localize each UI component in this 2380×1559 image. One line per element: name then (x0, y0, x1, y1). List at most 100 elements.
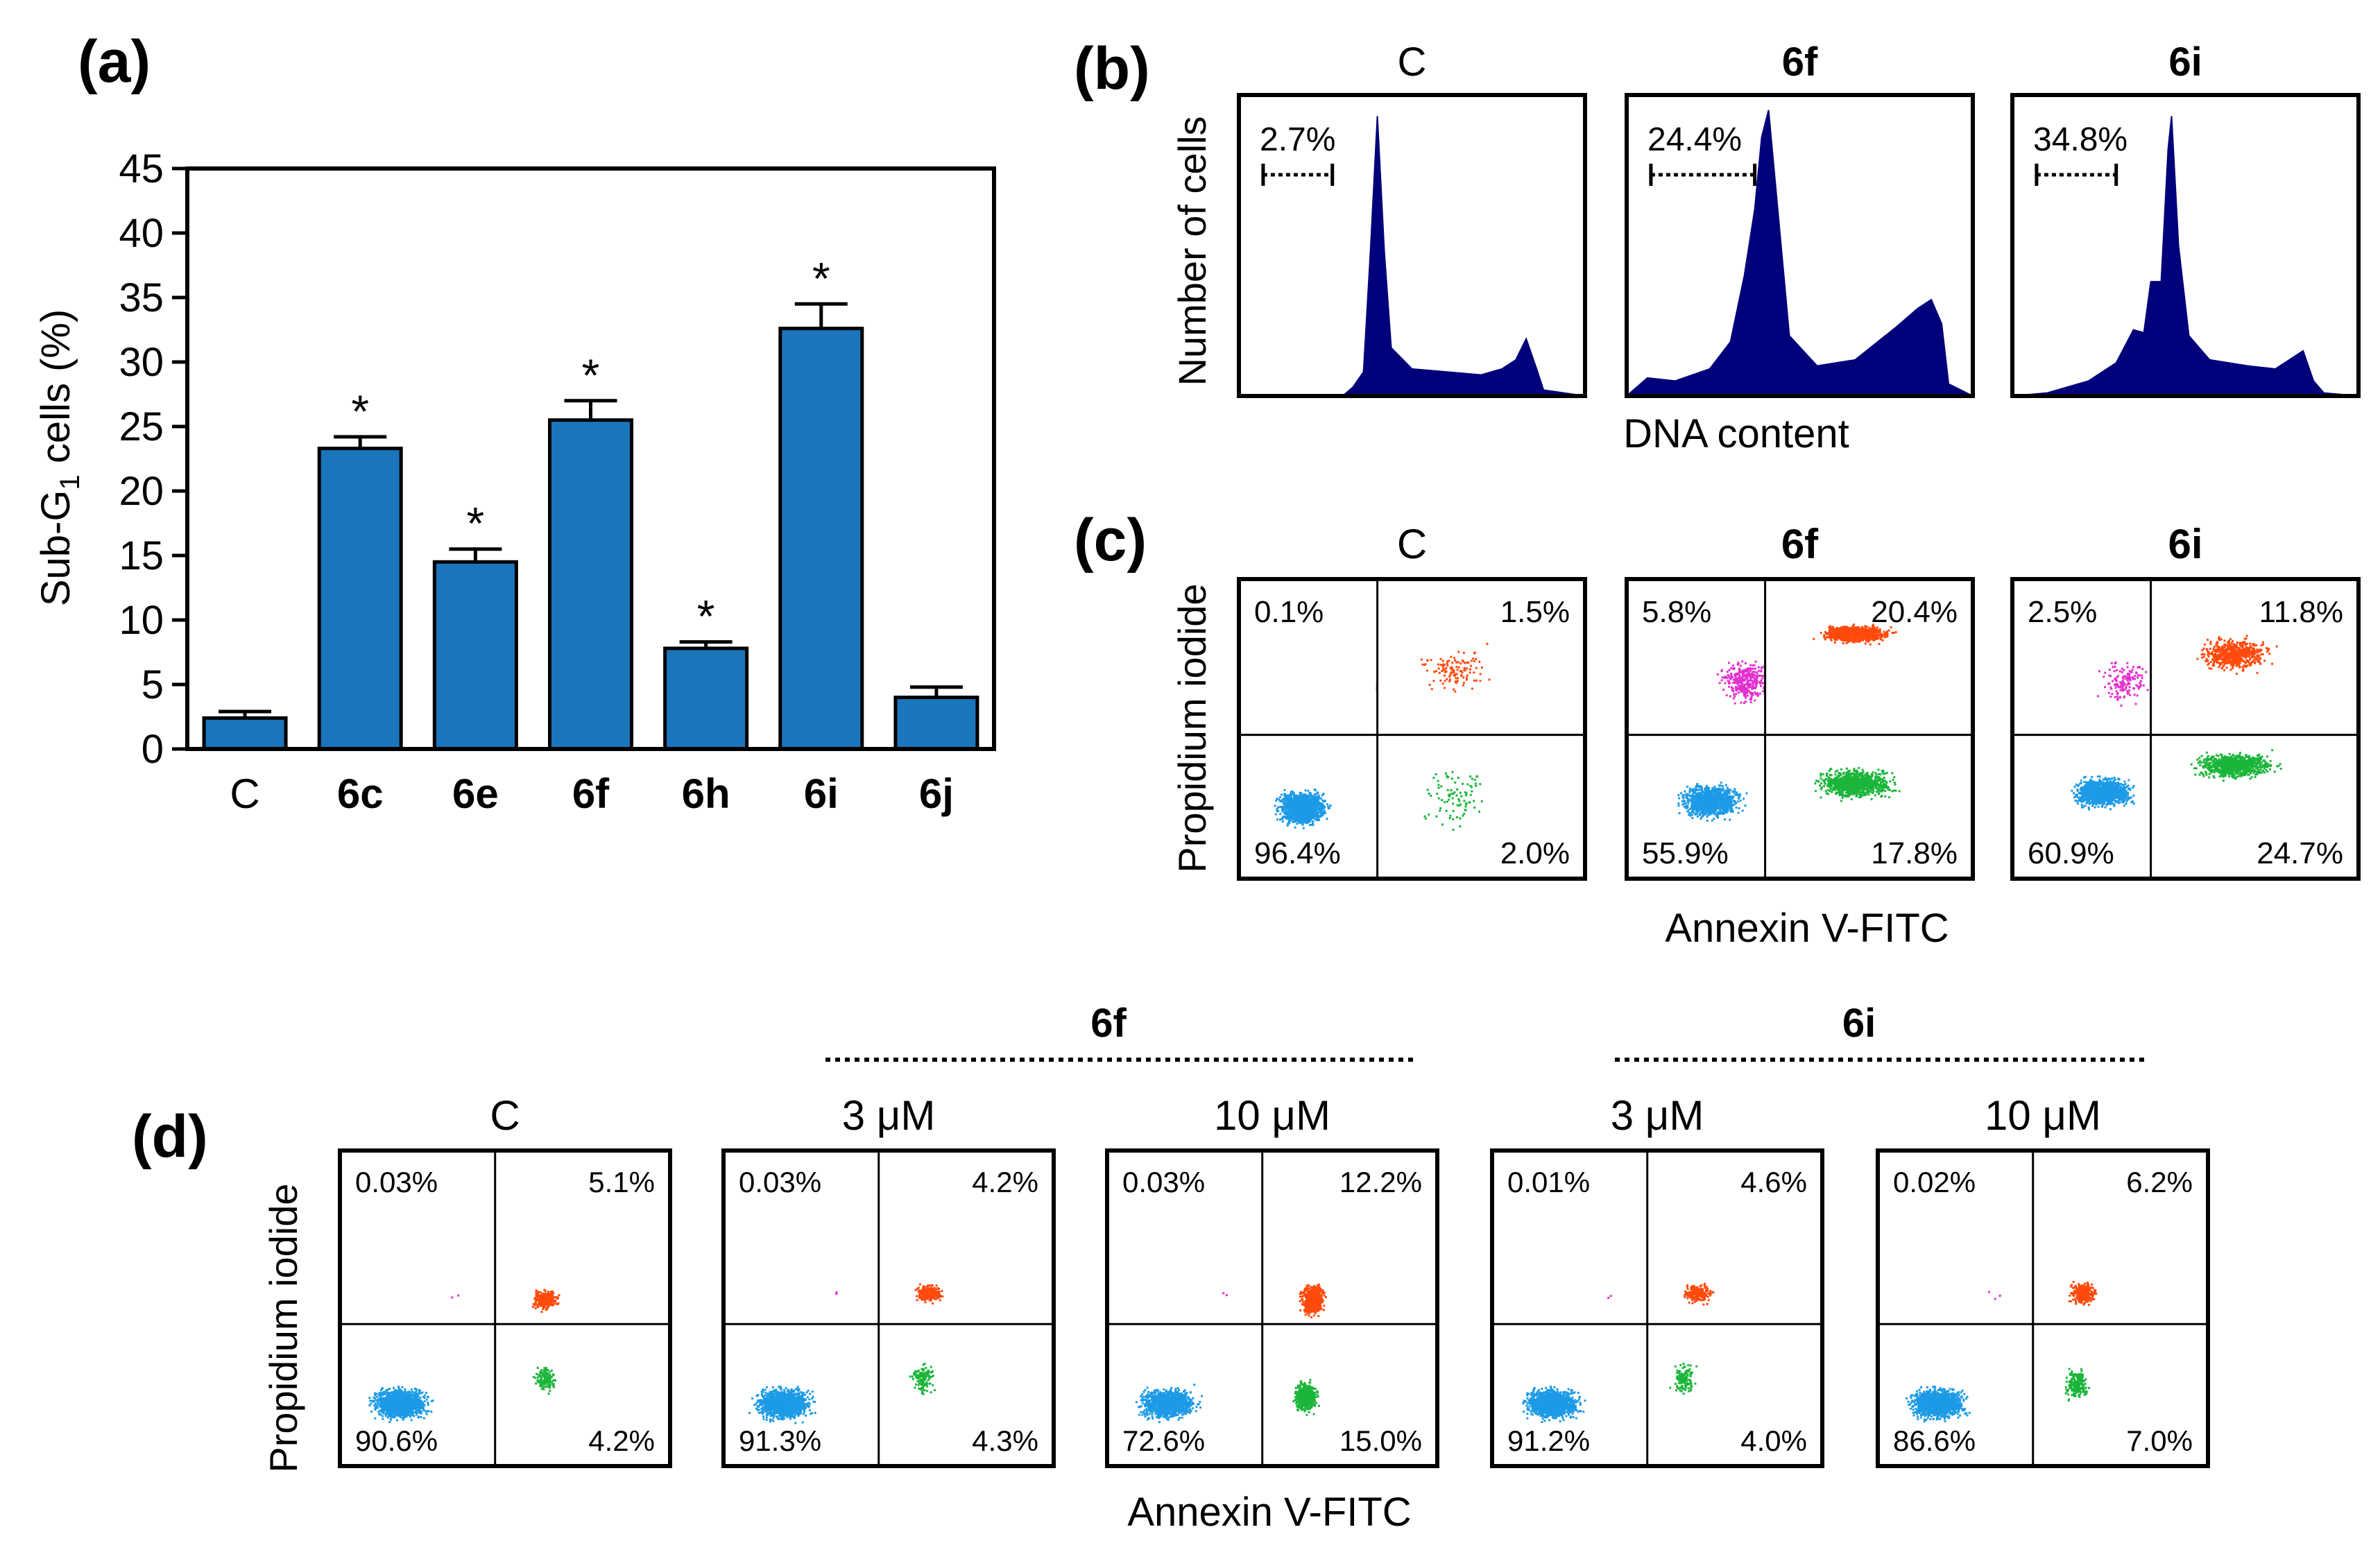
y-tick-label: 20 (119, 469, 164, 514)
y-tick-label: 5 (142, 662, 164, 707)
quadrant-lower-left-pct: 96.4% (1254, 836, 1341, 870)
quadrant-lower-left-pct: 91.3% (739, 1424, 821, 1457)
y-tick-label: 25 (119, 404, 164, 449)
panel-d-group-6f-label: 6f (1090, 1001, 1127, 1046)
scatter-dots (1677, 623, 1900, 822)
histogram-plot-6i: 6i 34.8% (2012, 40, 2358, 396)
quadrant-upper-left-pct: 0.03% (739, 1166, 821, 1198)
quadrant-upper-right-pct: 5.1% (588, 1166, 655, 1198)
panel-b-histograms: (b) Number of cells DNA content C2.7% 6f 2… (1074, 35, 2358, 456)
annexin-plot: 6f5.8% 20.4%55.9% 17.8% (1627, 521, 1973, 879)
bar-6f (550, 420, 632, 749)
quadrant-upper-right-pct: 12.2% (1339, 1166, 1422, 1198)
quadrant-upper-right-pct: 4.6% (1740, 1166, 1807, 1198)
quadrant-lower-left-pct: 60.9% (2028, 836, 2114, 870)
plot-title: 10 μM (1985, 1092, 2101, 1139)
x-tick-label: 6f (572, 770, 610, 817)
quadrant-upper-left-pct: 0.03% (355, 1166, 438, 1198)
scatter-dots (1906, 1281, 2097, 1422)
quadrant-lower-left-pct: 91.2% (1507, 1424, 1590, 1457)
x-tick-label: 6h (682, 770, 730, 817)
quadrant-upper-right-pct: 4.2% (972, 1166, 1038, 1198)
quadrant-upper-left-pct: 0.02% (1893, 1166, 1976, 1198)
significance-star: * (697, 591, 715, 642)
y-tick-label: 35 (119, 275, 164, 320)
bar-6c (319, 449, 401, 749)
significance-star: * (812, 252, 830, 304)
plot-title: 6f (1781, 521, 1819, 567)
panel-a-label: (a) (78, 28, 151, 95)
x-tick-label: 6i (804, 770, 839, 817)
panel-d-plots: C 0.03% 5.1% 90.6% 4.2% 3 μM 0.03% 4.2% 91.3% 4.3… (340, 1092, 2208, 1466)
quadrant-upper-right-pct: 6.2% (2126, 1166, 2193, 1198)
plot-title: 3 μM (842, 1092, 936, 1139)
panel-a-x-tick-labels: C 6c 6e 6f 6h 6i 6j (230, 770, 954, 817)
plot-title: 6i (2168, 521, 2202, 567)
panel-a-bars: ***** (204, 252, 977, 749)
annexin-plot: 3 μM0.01% 4.6%91.2% 4.0% (1492, 1092, 1822, 1466)
bar-C (204, 718, 286, 749)
quadrant-lower-left-pct: 90.6% (355, 1424, 438, 1457)
quadrant-lower-right-pct: 4.2% (588, 1424, 655, 1457)
panel-b-x-axis-label: DNA content (1623, 411, 1849, 456)
plot-title: 10 μM (1214, 1092, 1330, 1139)
quadrant-lower-left-pct: 86.6% (1893, 1424, 1976, 1457)
scatter-dots (368, 1289, 560, 1423)
y-tick-label: 0 (142, 727, 164, 772)
subg1-percentage: 2.7% (1260, 121, 1335, 158)
bar-6j (896, 698, 977, 749)
quadrant-upper-left-pct: 0.01% (1507, 1166, 1590, 1198)
panel-d-group-6i-label: 6i (1842, 1001, 1876, 1046)
quadrant-lower-left-pct: 72.6% (1122, 1424, 1205, 1457)
quadrant-lower-right-pct: 2.0% (1500, 836, 1570, 870)
plot-title: C (1397, 521, 1427, 567)
panel-d-annexin-plots: (d) Propidium iodide Annexin V-FITC 6f 6… (132, 1001, 2208, 1535)
quadrant-upper-right-pct: 11.8% (2259, 595, 2344, 629)
panel-c-plots: C0.1% 1.5%96.4% 2.0%6f5.8% 20.4%55.9% 17.8%6… (1239, 521, 2358, 879)
y-tick-label: 30 (119, 340, 164, 385)
y-tick-label: 15 (119, 533, 164, 578)
bar-6i (780, 329, 862, 749)
panel-d-x-axis-label: Annexin V-FITC (1127, 1490, 1411, 1535)
y-tick-label: 40 (119, 211, 164, 256)
subg1-percentage: 34.8% (2033, 121, 2128, 158)
annexin-plot: 6i 2.5% 11.8% 60.9% 24.7% (2012, 521, 2358, 879)
quadrant-upper-left-pct: 0.1% (1254, 595, 1324, 629)
quadrant-lower-right-pct: 15.0% (1339, 1424, 1422, 1457)
quadrant-lower-right-pct: 4.3% (972, 1424, 1038, 1457)
quadrant-lower-right-pct: 17.8% (1871, 836, 1958, 870)
quadrant-upper-left-pct: 0.03% (1122, 1166, 1205, 1198)
x-tick-label: C (230, 770, 259, 817)
panel-c-label: (c) (1074, 507, 1147, 574)
quadrant-lower-right-pct: 24.7% (2257, 836, 2343, 870)
panel-b-label: (b) (1074, 35, 1150, 102)
panel-a-y-axis-label: Sub-G1 cells (%) (33, 309, 85, 606)
histogram-plot-C: C2.7% (1239, 40, 1585, 396)
quadrant-upper-left-pct: 5.8% (1642, 595, 1711, 629)
annexin-plot: 3 μM 0.03% 4.2% 91.3% 4.3% (724, 1092, 1054, 1466)
bar-6h (665, 648, 747, 749)
scatter-dots (1522, 1283, 1714, 1423)
quadrant-upper-left-pct: 2.5% (2028, 595, 2097, 629)
histogram-title: 6f (1782, 40, 1818, 85)
annexin-plot: 10 μM0.02% 6.2%86.6% 7.0% (1878, 1092, 2208, 1466)
panel-d-label: (d) (132, 1103, 208, 1170)
annexin-plot: 10 μM 0.03% 12.2% 72.6% 15.0% (1107, 1092, 1437, 1466)
panel-b-y-axis-label: Number of cells (1170, 116, 1214, 386)
plot-title: 3 μM (1611, 1092, 1704, 1139)
annexin-plot: C 0.1% 1.5% 96.4% 2.0% (1239, 521, 1585, 879)
quadrant-lower-left-pct: 55.9% (1642, 836, 1729, 870)
panel-c-y-axis-label: Propidium iodide (1170, 583, 1214, 872)
plot-title: C (490, 1092, 520, 1139)
quadrant-upper-right-pct: 1.5% (1500, 595, 1570, 629)
panel-c-x-axis-label: Annexin V-FITC (1665, 906, 1949, 951)
y-tick-label: 45 (119, 146, 164, 191)
scatter-dots (2071, 635, 2281, 810)
histogram-title: 6i (2168, 40, 2202, 85)
scatter-dots (1136, 1284, 1327, 1423)
panel-c-annexin-plots: (c) Propidium iodide Annexin V-FITC C 0.1… (1074, 507, 2358, 951)
significance-star: * (582, 350, 600, 401)
scatter-dots (1274, 643, 1491, 831)
